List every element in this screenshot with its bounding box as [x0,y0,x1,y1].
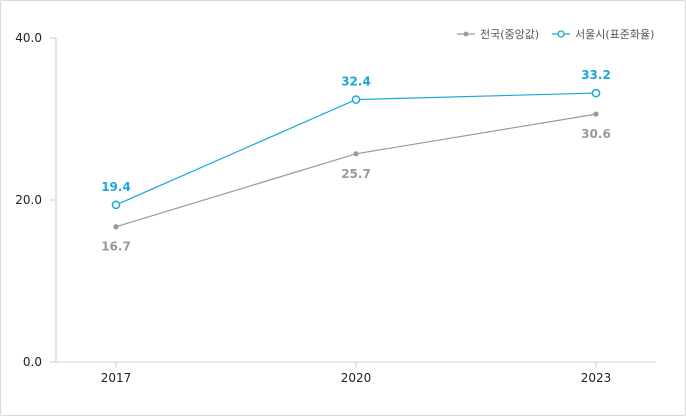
legend: 전국(중앙값) 서울시(표준화율) [457,28,654,41]
x-tick-label: 2020 [341,371,372,385]
y-tick-label: 40.0 [15,31,42,45]
series-layer: 16.7 25.7 30.6 19.4 32.4 33.2 [101,68,611,254]
data-label: 33.2 [581,68,611,82]
series-2: 19.4 32.4 33.2 [101,68,611,210]
legend-marker [557,30,565,38]
data-point[interactable] [353,151,359,157]
y-tick-label: 0.0 [23,355,42,369]
legend-label: 서울시(표준화율) [575,28,654,41]
data-point[interactable] [351,95,361,104]
y-tick-label: 20.0 [15,193,42,207]
data-label: 30.6 [581,127,611,141]
legend-label: 전국(중앙값) [480,28,539,41]
data-label: 25.7 [341,167,371,181]
legend-item-1: 전국(중앙값) [457,28,539,41]
data-point[interactable] [591,88,601,98]
x-axis-ticks: 2017 2020 2023 [101,362,612,385]
series-line [115,92,597,206]
data-point[interactable] [113,224,119,230]
data-point[interactable] [593,111,599,117]
x-tick-label: 2023 [581,371,612,385]
y-axis-ticks: 0.0 20.0 40.0 [15,31,56,369]
legend-marker [463,31,469,37]
data-label: 32.4 [341,75,371,89]
series-1: 16.7 25.7 30.6 [101,111,611,254]
x-tick-label: 2017 [101,371,132,385]
data-label: 16.7 [101,240,131,254]
data-point[interactable] [111,200,121,210]
data-label: 19.4 [101,180,131,194]
legend-item-2: 서울시(표준화율) [552,28,654,41]
